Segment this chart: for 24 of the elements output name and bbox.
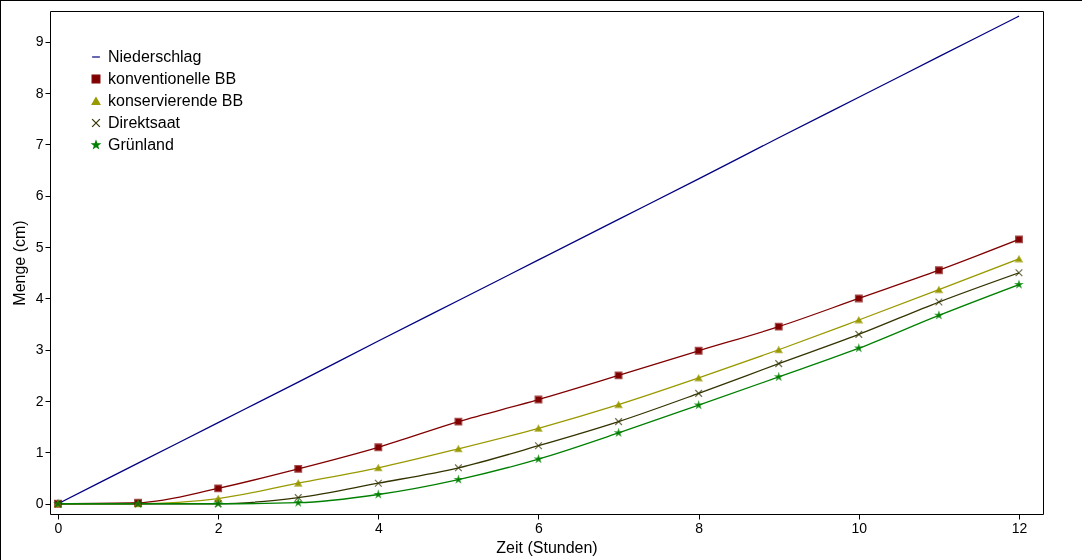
y-axis-title: Menge (cm) xyxy=(10,220,28,306)
x-tick-label: 0 xyxy=(54,519,63,536)
x-tick-label: 10 xyxy=(851,519,868,536)
x-tick-label: 6 xyxy=(535,519,544,536)
x-tick-label: 12 xyxy=(1011,519,1028,536)
x-tick-label: 8 xyxy=(695,519,704,536)
x-tick-label: 4 xyxy=(374,519,383,536)
y-tick-label: 3 xyxy=(35,341,44,358)
legend-label: Niederschlag xyxy=(108,48,202,65)
y-tick-label: 7 xyxy=(35,135,44,152)
y-tick-label: 9 xyxy=(35,33,44,50)
y-tick-label: 8 xyxy=(35,84,44,101)
y-tick-label: 5 xyxy=(35,238,44,255)
y-tick-label: 1 xyxy=(35,443,44,460)
x-axis-title: Zeit (Stunden) xyxy=(496,538,598,556)
y-tick-label: 4 xyxy=(35,289,44,306)
legend-label: Grünland xyxy=(108,136,174,153)
legend-label: konservierende BB xyxy=(108,92,244,109)
y-tick-label: 6 xyxy=(35,187,44,204)
legend-label: konventionelle BB xyxy=(108,70,237,87)
y-tick-label: 0 xyxy=(35,495,44,512)
legend-label: Direktsaat xyxy=(108,114,181,131)
y-tick-label: 2 xyxy=(35,392,44,409)
x-tick-label: 2 xyxy=(214,519,223,536)
